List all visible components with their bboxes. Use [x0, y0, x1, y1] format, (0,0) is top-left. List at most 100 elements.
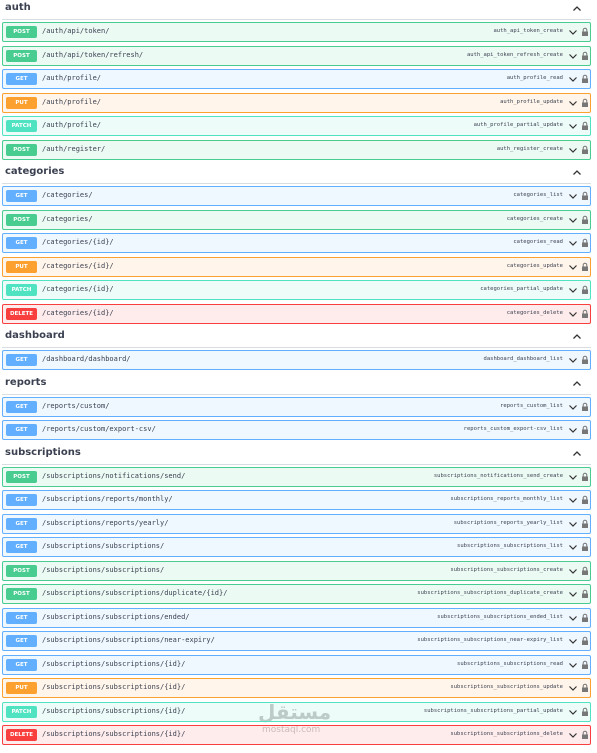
expand-chevron[interactable] — [568, 660, 578, 670]
operation-id: categories_partial_update — [480, 286, 563, 292]
lock-icon[interactable] — [580, 402, 590, 412]
endpoint-row[interactable]: PUT/categories/{id}/ categories_update — [2, 256, 591, 277]
section-header[interactable]: dashboard — [2, 328, 591, 348]
lock-icon[interactable] — [580, 121, 590, 131]
lock-icon[interactable] — [580, 145, 590, 155]
expand-chevron[interactable] — [568, 589, 578, 599]
expand-chevron[interactable] — [568, 542, 578, 552]
collapse-chevron[interactable] — [572, 332, 582, 342]
lock-icon[interactable] — [580, 191, 590, 201]
endpoint-row[interactable]: GET/subscriptions/subscriptions/ended/su… — [2, 607, 591, 628]
endpoint-row[interactable]: GET/categories/categories_list — [2, 186, 591, 206]
lock-icon[interactable] — [580, 683, 590, 693]
endpoint-row[interactable]: GET/auth/profile/auth_profile_read — [2, 69, 591, 89]
expand-chevron[interactable] — [568, 613, 578, 623]
expand-chevron[interactable] — [568, 309, 578, 319]
lock-icon[interactable] — [580, 285, 590, 295]
endpoint-row[interactable]: POST/subscriptions/subscriptions/subscri… — [2, 560, 591, 581]
expand-chevron[interactable] — [568, 425, 578, 435]
expand-chevron[interactable] — [568, 51, 578, 61]
lock-icon[interactable] — [580, 660, 590, 670]
lock-icon[interactable] — [580, 74, 590, 84]
method-badge: GET — [6, 541, 37, 553]
lock-icon[interactable] — [580, 542, 590, 552]
endpoint-row[interactable]: POST/auth/api/token/refresh/auth_api_tok… — [2, 45, 591, 66]
endpoint-row[interactable]: GET/dashboard/dashboard/dashboard_dashbo… — [2, 350, 591, 370]
expand-chevron[interactable] — [568, 495, 578, 505]
lock-icon[interactable] — [580, 472, 590, 482]
endpoint-row[interactable]: GET/reports/custom/reports_custom_list — [2, 396, 591, 417]
section-header[interactable]: reports — [2, 375, 591, 395]
lock-icon[interactable] — [580, 589, 590, 599]
expand-chevron[interactable] — [568, 519, 578, 529]
section-header[interactable]: subscriptions — [2, 445, 591, 465]
expand-chevron[interactable] — [568, 355, 578, 365]
lock-icon[interactable] — [580, 519, 590, 529]
expand-chevron[interactable] — [568, 636, 578, 646]
endpoint-row[interactable]: PUT/subscriptions/subscriptions/{id}/ sub… — [2, 678, 591, 698]
lock-icon[interactable] — [580, 27, 590, 37]
lock-icon[interactable] — [580, 238, 590, 248]
operation-id: subscriptions_subscriptions_create — [450, 566, 563, 573]
lock-icon[interactable] — [580, 613, 590, 623]
lock-icon[interactable] — [580, 262, 590, 272]
endpoint-row[interactable]: POST/subscriptions/subscriptions/duplica… — [2, 584, 591, 604]
section-header[interactable]: auth — [2, 0, 591, 20]
lock-icon[interactable] — [580, 636, 590, 646]
lock-icon[interactable] — [580, 98, 590, 108]
expand-chevron[interactable] — [568, 683, 578, 693]
endpoint-row[interactable]: GET/subscriptions/reports/monthly/subscr… — [2, 490, 591, 510]
expand-chevron[interactable] — [568, 472, 578, 482]
operation-id: subscriptions_subscriptions_near-expiry_… — [417, 637, 563, 643]
expand-chevron[interactable] — [568, 27, 578, 37]
operation-id: subscriptions_reports_yearly_list — [453, 519, 563, 526]
section-header[interactable]: categories — [2, 164, 591, 184]
expand-chevron[interactable] — [568, 730, 578, 740]
collapse-chevron[interactable] — [572, 4, 582, 14]
expand-chevron[interactable] — [568, 262, 578, 272]
endpoint-row[interactable]: GET/subscriptions/subscriptions/near-exp… — [2, 631, 591, 651]
endpoint-path: /subscriptions/subscriptions/duplicate/{… — [42, 589, 228, 597]
operation-id: subscriptions_subscriptions_partial_upda… — [423, 707, 563, 714]
collapse-chevron[interactable] — [572, 168, 582, 178]
expand-chevron[interactable] — [568, 215, 578, 225]
expand-chevron[interactable] — [568, 191, 578, 201]
endpoint-row[interactable]: GET/categories/{id}/ categories_read — [2, 233, 591, 253]
expand-chevron[interactable] — [568, 566, 578, 576]
lock-icon[interactable] — [580, 51, 590, 61]
lock-icon[interactable] — [580, 495, 590, 505]
lock-icon[interactable] — [580, 425, 590, 435]
collapse-chevron[interactable] — [572, 379, 582, 389]
endpoint-row[interactable]: PUT/auth/profile/auth_profile_update — [2, 92, 591, 113]
operation-id: auth_profile_partial_update — [473, 122, 563, 128]
expand-chevron[interactable] — [568, 285, 578, 295]
expand-chevron[interactable] — [568, 402, 578, 412]
collapse-chevron[interactable] — [572, 449, 582, 459]
endpoint-row[interactable]: PATCH/auth/profile/auth_profile_partial_… — [2, 116, 591, 136]
lock-icon[interactable] — [580, 355, 590, 365]
endpoint-row[interactable]: POST/auth/register/auth_register_create — [2, 139, 591, 160]
expand-chevron[interactable] — [568, 98, 578, 108]
lock-icon[interactable] — [580, 566, 590, 576]
endpoint-row[interactable]: POST/categories/categories_create — [2, 209, 591, 230]
endpoint-row[interactable]: GET/reports/custom/export-csv/reports_cu… — [2, 420, 591, 440]
lock-icon[interactable] — [580, 215, 590, 225]
endpoint-row[interactable]: POST/auth/api/token/auth_api_token_creat… — [2, 22, 591, 42]
endpoint-row[interactable]: POST/subscriptions/notifications/send/su… — [2, 466, 591, 487]
endpoint-row[interactable]: GET/subscriptions/reports/yearly/subscri… — [2, 513, 591, 534]
expand-chevron[interactable] — [568, 238, 578, 248]
endpoint-row[interactable]: GET/subscriptions/subscriptions/subscrip… — [2, 537, 591, 557]
operation-id: subscriptions_reports_monthly_list — [450, 496, 563, 502]
endpoint-row[interactable]: GET/subscriptions/subscriptions/{id}/ sub… — [2, 654, 591, 675]
expand-chevron[interactable] — [568, 74, 578, 84]
endpoint-row[interactable]: PATCH/subscriptions/subscriptions/{id}/ s… — [2, 701, 591, 722]
lock-icon[interactable] — [580, 730, 590, 740]
lock-icon[interactable] — [580, 309, 590, 319]
expand-chevron[interactable] — [568, 707, 578, 717]
endpoint-row[interactable]: PATCH/categories/{id}/ categories_partial… — [2, 280, 591, 300]
lock-icon[interactable] — [580, 707, 590, 717]
endpoint-row[interactable]: DELETE/subscriptions/subscriptions/{id}/… — [2, 725, 591, 745]
endpoint-row[interactable]: DELETE/categories/{id}/ categories_delete — [2, 303, 591, 324]
expand-chevron[interactable] — [568, 121, 578, 131]
expand-chevron[interactable] — [568, 145, 578, 155]
